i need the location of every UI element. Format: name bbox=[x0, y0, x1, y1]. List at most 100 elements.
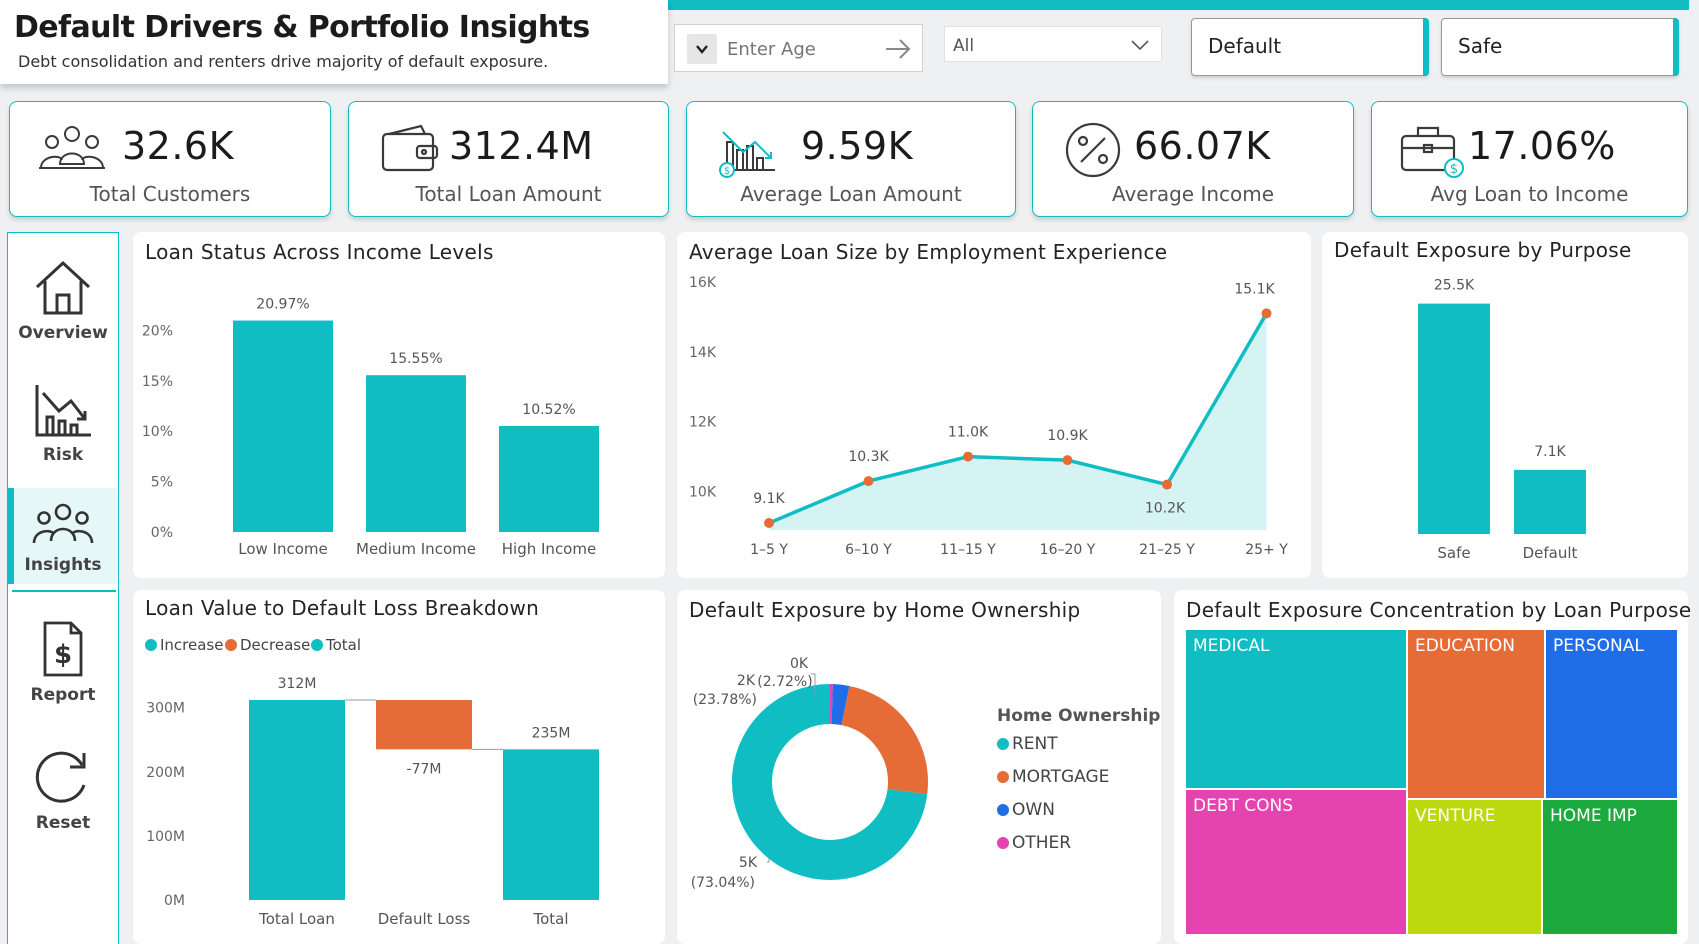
legend-label: Decrease bbox=[240, 636, 311, 654]
kpi-label: Total Loan Amount bbox=[415, 182, 602, 206]
donut-slice-mortgage[interactable] bbox=[732, 684, 928, 880]
legend-label: RENT bbox=[1012, 734, 1058, 754]
kpi-value: 312.4M bbox=[449, 124, 594, 168]
status-dropdown[interactable]: All bbox=[944, 26, 1162, 62]
nav-overview[interactable]: Overview bbox=[8, 259, 118, 343]
legend-own[interactable]: OWN bbox=[997, 800, 1055, 820]
donut-slice-rent[interactable] bbox=[732, 684, 928, 880]
kpi-total-customers: 32.6K Total Customers bbox=[9, 101, 331, 217]
y-tick-label: 300M bbox=[146, 701, 185, 717]
purpose-bar-chart[interactable]: 25.5K Safe 7.1K Default bbox=[1322, 232, 1688, 578]
document-dollar-icon: $ bbox=[43, 621, 83, 677]
y-tick-label: 14K bbox=[689, 345, 717, 361]
home-icon bbox=[35, 260, 91, 315]
nav-risk[interactable]: Risk bbox=[8, 381, 118, 465]
bar bbox=[233, 320, 333, 532]
legend-swatch bbox=[997, 738, 1009, 750]
series-line bbox=[768, 312, 1269, 525]
safe-toggle-button[interactable]: Safe bbox=[1441, 18, 1679, 76]
data-label: 5K bbox=[739, 855, 758, 871]
data-label: 9.1K bbox=[753, 491, 785, 507]
data-label: 235M bbox=[532, 725, 571, 741]
page-subtitle: Debt consolidation and renters drive maj… bbox=[18, 52, 549, 71]
age-filter[interactable] bbox=[674, 24, 923, 72]
treemap-tile-medical[interactable]: MEDICAL bbox=[1186, 630, 1406, 788]
y-tick-label: 5% bbox=[151, 475, 173, 491]
status-dropdown-value: All bbox=[953, 36, 975, 56]
data-label: -77M bbox=[407, 761, 442, 777]
data-label: 15.1K bbox=[1234, 281, 1275, 297]
treemap-tile-education[interactable]: EDUCATION bbox=[1408, 630, 1544, 798]
data-label: 11.0K bbox=[948, 425, 989, 441]
nav-insights[interactable]: Insights bbox=[8, 501, 118, 575]
kpi-label: Avg Loan to Income bbox=[1430, 182, 1629, 206]
customers-icon bbox=[39, 126, 105, 169]
legend-rent[interactable]: RENT bbox=[997, 734, 1058, 754]
tile-label: EDUCATION bbox=[1415, 636, 1515, 656]
donut-slices bbox=[732, 684, 928, 880]
bar-total bbox=[503, 749, 599, 900]
income-chart-card: Loan Status Across Income Levels 0% 5% 10%… bbox=[133, 232, 665, 578]
legend-increase[interactable]: Increase bbox=[145, 636, 223, 654]
data-label: (73.04%) bbox=[691, 875, 755, 891]
leader-line bbox=[811, 673, 816, 694]
svg-text:$: $ bbox=[54, 640, 72, 670]
x-tick-label: Medium Income bbox=[356, 540, 476, 558]
age-dropdown-button[interactable] bbox=[687, 34, 717, 64]
data-label: 312M bbox=[278, 676, 317, 692]
nav-reset[interactable]: Reset bbox=[8, 747, 118, 833]
treemap-tile-home-imp[interactable]: HOME IMP bbox=[1543, 800, 1677, 934]
legend-mortgage[interactable]: MORTGAGE bbox=[997, 767, 1109, 787]
y-tick-label: 100M bbox=[146, 829, 185, 845]
data-label: 2K bbox=[737, 673, 756, 689]
tile-label: HOME IMP bbox=[1550, 806, 1637, 826]
page-title: Default Drivers & Portfolio Insights bbox=[14, 10, 590, 45]
data-point bbox=[1261, 308, 1272, 319]
legend-swatch bbox=[997, 804, 1009, 816]
employment-area-chart[interactable]: 10K 12K 14K 16K 9.1K 1–5 Y 10.3K 6–10 Y 11.0K 11–… bbox=[677, 232, 1311, 578]
area-fill bbox=[769, 313, 1267, 530]
treemap-tile-venture[interactable]: VENTURE bbox=[1408, 800, 1541, 934]
x-tick-label: Total bbox=[532, 910, 568, 928]
nav-report[interactable]: $ Report bbox=[8, 619, 118, 705]
chart-title: Default Exposure by Purpose bbox=[1334, 238, 1632, 262]
income-bar-chart[interactable]: 0% 5% 10% 15% 20% 20.97% Low Income 15.55% Mediu… bbox=[133, 232, 665, 578]
treemap-tile-debt-cons[interactable]: DEBT CONS bbox=[1186, 790, 1406, 934]
default-toggle-button[interactable]: Default bbox=[1191, 18, 1429, 76]
toggle-accent bbox=[1423, 18, 1429, 76]
chart-title: Loan Status Across Income Levels bbox=[145, 240, 494, 264]
age-input[interactable] bbox=[727, 35, 867, 63]
data-label: 10.9K bbox=[1047, 428, 1088, 444]
data-label: 7.1K bbox=[1534, 444, 1566, 460]
treemap-tile-personal[interactable]: PERSONAL bbox=[1546, 630, 1677, 798]
kpi-label: Average Loan Amount bbox=[740, 182, 962, 206]
arrow-right-icon[interactable] bbox=[883, 35, 913, 63]
chart-decline-icon bbox=[35, 385, 91, 437]
bar bbox=[1514, 469, 1586, 534]
x-tick-label: Default bbox=[1523, 544, 1578, 562]
bar bbox=[1418, 303, 1490, 534]
waterfall-chart[interactable]: 0M 100M 200M 300M 312M -77M 235M Total Loan Defa… bbox=[133, 590, 665, 944]
legend-decrease[interactable]: Decrease bbox=[225, 636, 310, 654]
legend-swatch bbox=[225, 639, 237, 651]
purpose-chart-card: Default Exposure by Purpose 25.5K Safe 7.1… bbox=[1322, 232, 1688, 578]
employment-chart-card: Average Loan Size by Employment Experien… bbox=[677, 232, 1311, 578]
legend-other[interactable]: OTHER bbox=[997, 833, 1071, 853]
x-tick-label: 11–15 Y bbox=[940, 542, 996, 558]
legend-label: MORTGAGE bbox=[1012, 767, 1110, 787]
data-label: 25.5K bbox=[1434, 278, 1475, 294]
tile-label: VENTURE bbox=[1415, 806, 1496, 826]
people-group-icon bbox=[32, 503, 94, 544]
home-ownership-donut-chart[interactable]: 5K (73.04%) 2K (23.78%) 0K (2.72%) bbox=[677, 590, 977, 944]
y-tick-label: 15% bbox=[142, 374, 173, 390]
chevron-down-icon bbox=[696, 45, 708, 54]
nav-divider bbox=[12, 590, 116, 592]
data-label: 20.97% bbox=[256, 297, 309, 313]
x-tick-label: 1–5 Y bbox=[750, 542, 788, 558]
kpi-avg-loan-to-income: $ 17.06% Avg Loan to Income bbox=[1371, 101, 1688, 217]
chevron-down-icon bbox=[1131, 40, 1149, 51]
y-tick-label: 10% bbox=[142, 424, 173, 440]
data-label: 10.52% bbox=[522, 402, 575, 418]
toggle-accent bbox=[1673, 18, 1679, 76]
legend-total[interactable]: Total bbox=[311, 636, 361, 654]
